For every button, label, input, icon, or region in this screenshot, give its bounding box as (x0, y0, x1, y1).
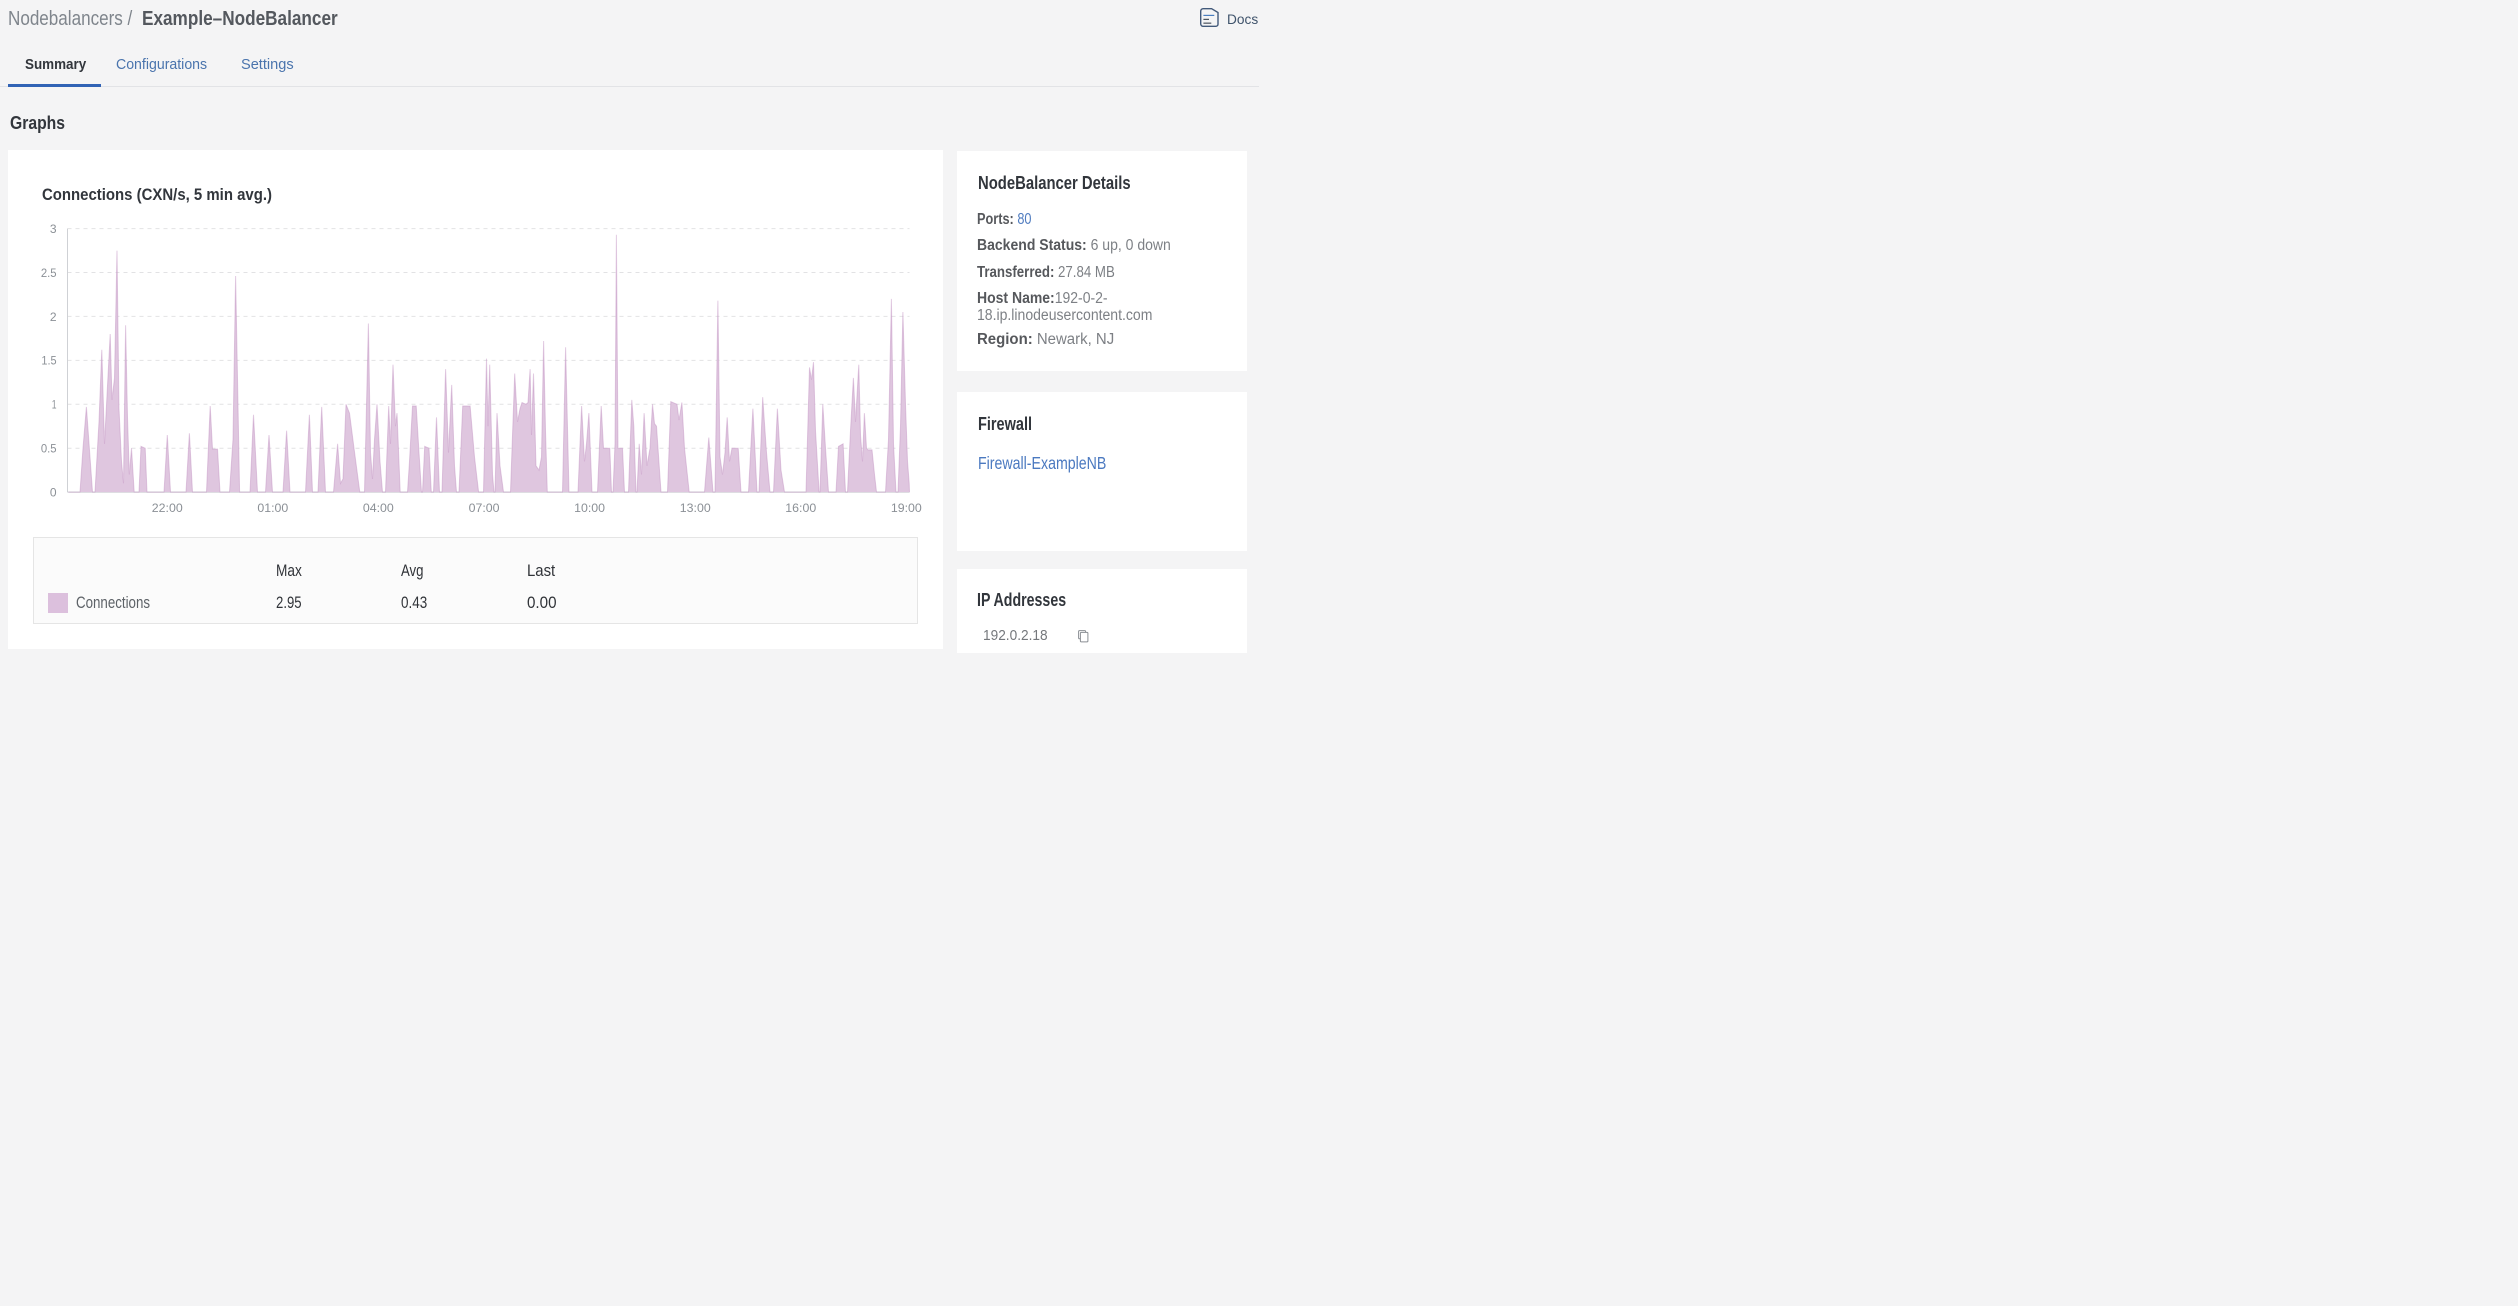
svg-text:1: 1 (52, 397, 57, 411)
svg-text:04:00: 04:00 (363, 501, 394, 515)
svg-text:2: 2 (50, 310, 57, 324)
svg-text:13:00: 13:00 (680, 501, 711, 515)
svg-text:2.5: 2.5 (41, 266, 57, 280)
svg-text:3: 3 (50, 222, 57, 236)
svg-text:22:00: 22:00 (152, 501, 183, 515)
svg-text:1.5: 1.5 (41, 354, 56, 368)
svg-text:01:00: 01:00 (257, 501, 288, 515)
svg-text:10:00: 10:00 (574, 501, 605, 515)
svg-text:16:00: 16:00 (785, 501, 816, 515)
svg-text:07:00: 07:00 (469, 501, 500, 515)
svg-text:0.5: 0.5 (41, 441, 57, 455)
svg-text:0: 0 (50, 485, 57, 499)
svg-text:19:00: 19:00 (891, 501, 922, 515)
